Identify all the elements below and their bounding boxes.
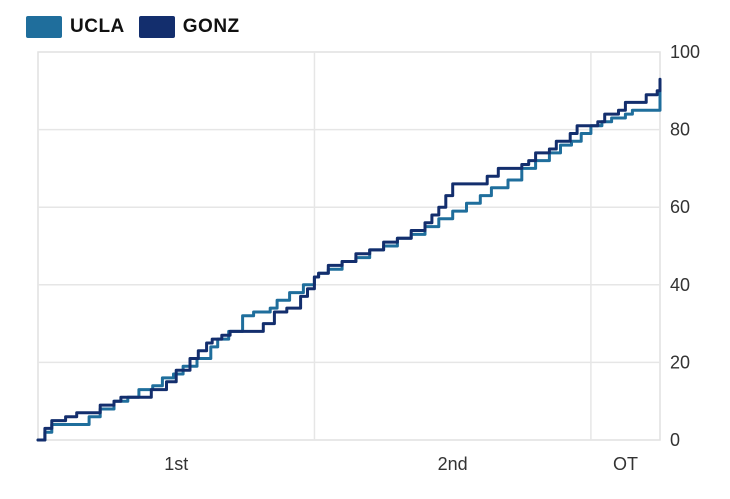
legend-swatch-gonz (138, 16, 175, 38)
y-tick-label-60: 60 (670, 197, 690, 217)
y-axis-ticks: 0 20 40 60 80 100 (670, 42, 700, 450)
x-axis-period-labels: 1st 2nd OT (164, 454, 638, 474)
series-line-gonz (36, 77, 662, 442)
x-period-label-1st: 1st (164, 454, 188, 474)
legend-swatch-ucla (26, 16, 62, 38)
legend-item-ucla[interactable]: UCLA (26, 16, 125, 38)
legend-label-gonz: GONZ (182, 16, 240, 37)
chart-legend: UCLA GONZ (26, 14, 254, 40)
legend-item-gonz[interactable]: GONZ (138, 16, 240, 38)
series-line-ucla (36, 89, 662, 442)
y-tick-label-20: 20 (670, 352, 690, 372)
period-dividers (313, 52, 592, 440)
x-period-label-2nd: 2nd (438, 454, 468, 474)
y-tick-label-100: 100 (670, 42, 700, 62)
y-tick-label-80: 80 (670, 120, 690, 140)
plot-area-border (37, 51, 661, 441)
y-tick-label-0: 0 (670, 430, 680, 450)
legend-label-ucla: UCLA (70, 16, 125, 37)
y-tick-label-40: 40 (670, 275, 690, 295)
series-lines (36, 77, 662, 442)
x-period-label-ot: OT (613, 454, 638, 474)
grid-lines (38, 128, 660, 364)
